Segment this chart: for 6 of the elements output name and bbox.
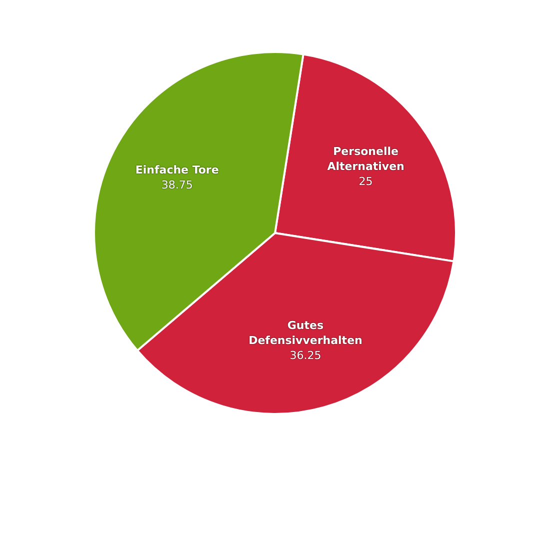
slice-label: Gutes Defensivverhalten (248, 318, 362, 347)
slice-label: Einfache Tore (135, 164, 219, 177)
data-label: 25 (358, 174, 373, 188)
slice-label: Personelle Alternativen (327, 144, 404, 173)
data-label: 38.75 (161, 178, 193, 192)
data-label: 36.25 (290, 348, 322, 362)
